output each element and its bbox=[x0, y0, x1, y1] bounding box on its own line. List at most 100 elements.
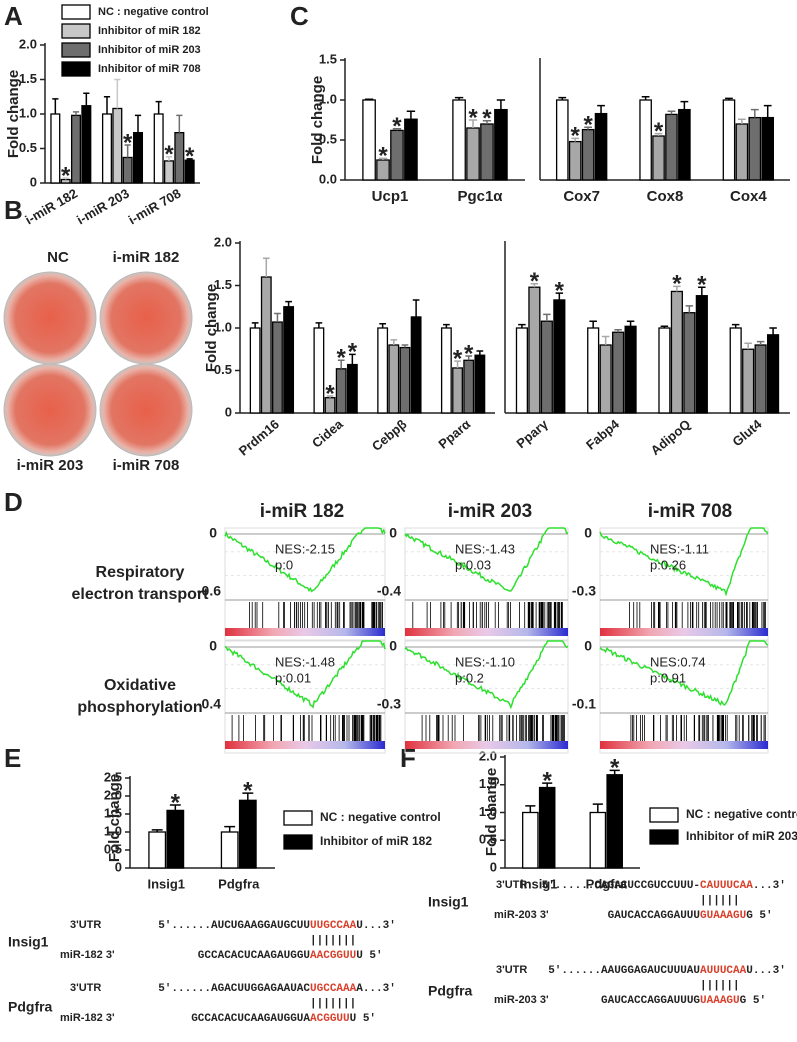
y-tick-label: 1.0 bbox=[479, 804, 497, 819]
error-bar bbox=[685, 305, 694, 313]
es-top-label: 0 bbox=[584, 638, 592, 654]
y-tick-label: 0.5 bbox=[319, 131, 337, 146]
enrichment-curve bbox=[404, 640, 569, 710]
bar bbox=[388, 344, 400, 414]
error-bar bbox=[673, 285, 681, 292]
bar bbox=[670, 290, 683, 414]
y-tick-label: 1.5 bbox=[319, 51, 337, 66]
legend-label: Inhibitor of miR 203 bbox=[686, 829, 797, 843]
sequence: 5'......AUCUGAAGGAUGCUUUUGCCAAU...3' bbox=[158, 920, 396, 932]
legend-label: NC : negative control bbox=[98, 6, 209, 18]
error-bar bbox=[626, 320, 635, 327]
error-bar bbox=[465, 355, 473, 361]
sequence-label: miR-182 3' bbox=[60, 1012, 115, 1024]
x-tick-label: Pparγ bbox=[513, 416, 551, 451]
x-tick-label: Cox7 bbox=[563, 188, 600, 205]
significance-mark: * bbox=[185, 143, 195, 170]
enrichment-curve bbox=[224, 527, 386, 593]
bar bbox=[249, 327, 261, 414]
bar bbox=[665, 113, 678, 181]
significance-mark: * bbox=[482, 105, 492, 132]
error-bar bbox=[589, 320, 597, 328]
error-bar bbox=[454, 360, 461, 368]
culture-dish bbox=[99, 363, 193, 457]
significance-mark: * bbox=[348, 339, 358, 366]
error-bar bbox=[412, 299, 420, 317]
bar bbox=[148, 831, 167, 869]
plot-frame bbox=[404, 527, 569, 641]
y-tick-label: 1.0 bbox=[104, 823, 122, 838]
significance-mark: * bbox=[164, 141, 174, 168]
legend-label: Inhibitor of miR 203 bbox=[98, 44, 201, 56]
x-tick-label: Cox8 bbox=[647, 188, 684, 205]
significance-mark: * bbox=[555, 277, 565, 304]
bar bbox=[220, 831, 239, 869]
y-tick-label: 1.5 bbox=[19, 71, 37, 86]
bar bbox=[153, 113, 164, 184]
bar bbox=[522, 811, 539, 869]
bar bbox=[599, 344, 612, 414]
error-bar bbox=[364, 98, 374, 100]
bar bbox=[404, 118, 418, 181]
error-bar bbox=[609, 769, 620, 775]
panel-label: F bbox=[400, 743, 416, 773]
sequence-prefix: GAUCACCAGGAUUUG bbox=[601, 995, 700, 1007]
sequence-prefix: 5'......CAGACUCCGUCCUUU- bbox=[542, 880, 700, 892]
x-tick-label: Prdm16 bbox=[236, 416, 282, 458]
row-label: Respiratory bbox=[96, 564, 185, 581]
es-bottom-label: -0.4 bbox=[197, 696, 221, 712]
sequence-prefix: GCCACACUCAAGAUGGU bbox=[198, 950, 310, 962]
seed-region: GUAAAGU bbox=[700, 910, 746, 922]
legend-swatch bbox=[283, 834, 313, 850]
es-top-label: 0 bbox=[389, 525, 397, 541]
column-title: i-miR 182 bbox=[260, 501, 344, 522]
error-bar bbox=[326, 395, 334, 398]
dish-label: NC bbox=[47, 249, 69, 266]
bar bbox=[112, 107, 123, 184]
bar bbox=[50, 113, 61, 184]
error-bar bbox=[103, 96, 111, 114]
error-bar bbox=[518, 323, 526, 328]
y-tick-label: 0.5 bbox=[19, 140, 37, 155]
bar bbox=[735, 123, 749, 181]
sequence-suffix: U 5' bbox=[350, 1013, 376, 1025]
rank-gradient bbox=[225, 628, 385, 636]
rank-gradient bbox=[405, 741, 568, 749]
legend-swatch bbox=[61, 23, 91, 39]
error-bar bbox=[52, 98, 59, 114]
x-tick-label: Insig1 bbox=[147, 876, 185, 891]
error-bar bbox=[349, 353, 356, 365]
significance-mark: * bbox=[61, 163, 71, 190]
x-tick-label: Pparα bbox=[435, 416, 473, 451]
bar bbox=[683, 312, 696, 414]
bar bbox=[346, 363, 358, 414]
legend-label: NC : negative control bbox=[686, 807, 797, 821]
error-bar bbox=[698, 286, 706, 296]
sequence: 5'......CAGACUCCGUCCUUU-CAUUUCAA...3' bbox=[542, 880, 786, 892]
error-bar bbox=[756, 340, 765, 345]
bar bbox=[410, 316, 422, 414]
error-bar bbox=[738, 118, 746, 124]
gene-hits bbox=[412, 602, 563, 628]
plot-frame bbox=[599, 640, 769, 754]
dish-label: i-miR 203 bbox=[17, 457, 84, 474]
panel-label: B bbox=[4, 195, 23, 225]
y-tick-label: 1.0 bbox=[19, 105, 37, 120]
error-bar bbox=[496, 99, 506, 110]
significance-mark: * bbox=[325, 380, 335, 407]
bar bbox=[695, 295, 708, 414]
p-label: p:0.91 bbox=[650, 670, 686, 685]
seed-region: CAUUUCAA bbox=[700, 880, 753, 892]
legend-label: NC : negative control bbox=[320, 810, 441, 824]
y-tick-label: 0.0 bbox=[319, 171, 337, 186]
error-bar bbox=[614, 328, 622, 333]
bar bbox=[260, 276, 272, 414]
sequence: 5'......AAUGGAGAUCUUUAUAUUUCAAU...3' bbox=[548, 965, 786, 977]
y-axis-label: Fold change bbox=[309, 76, 326, 164]
error-bar bbox=[731, 323, 740, 328]
bar bbox=[761, 116, 775, 181]
bar bbox=[132, 131, 144, 184]
y-axis-label: Fold change bbox=[106, 774, 123, 862]
bar bbox=[238, 799, 257, 869]
error-bar bbox=[482, 120, 492, 124]
